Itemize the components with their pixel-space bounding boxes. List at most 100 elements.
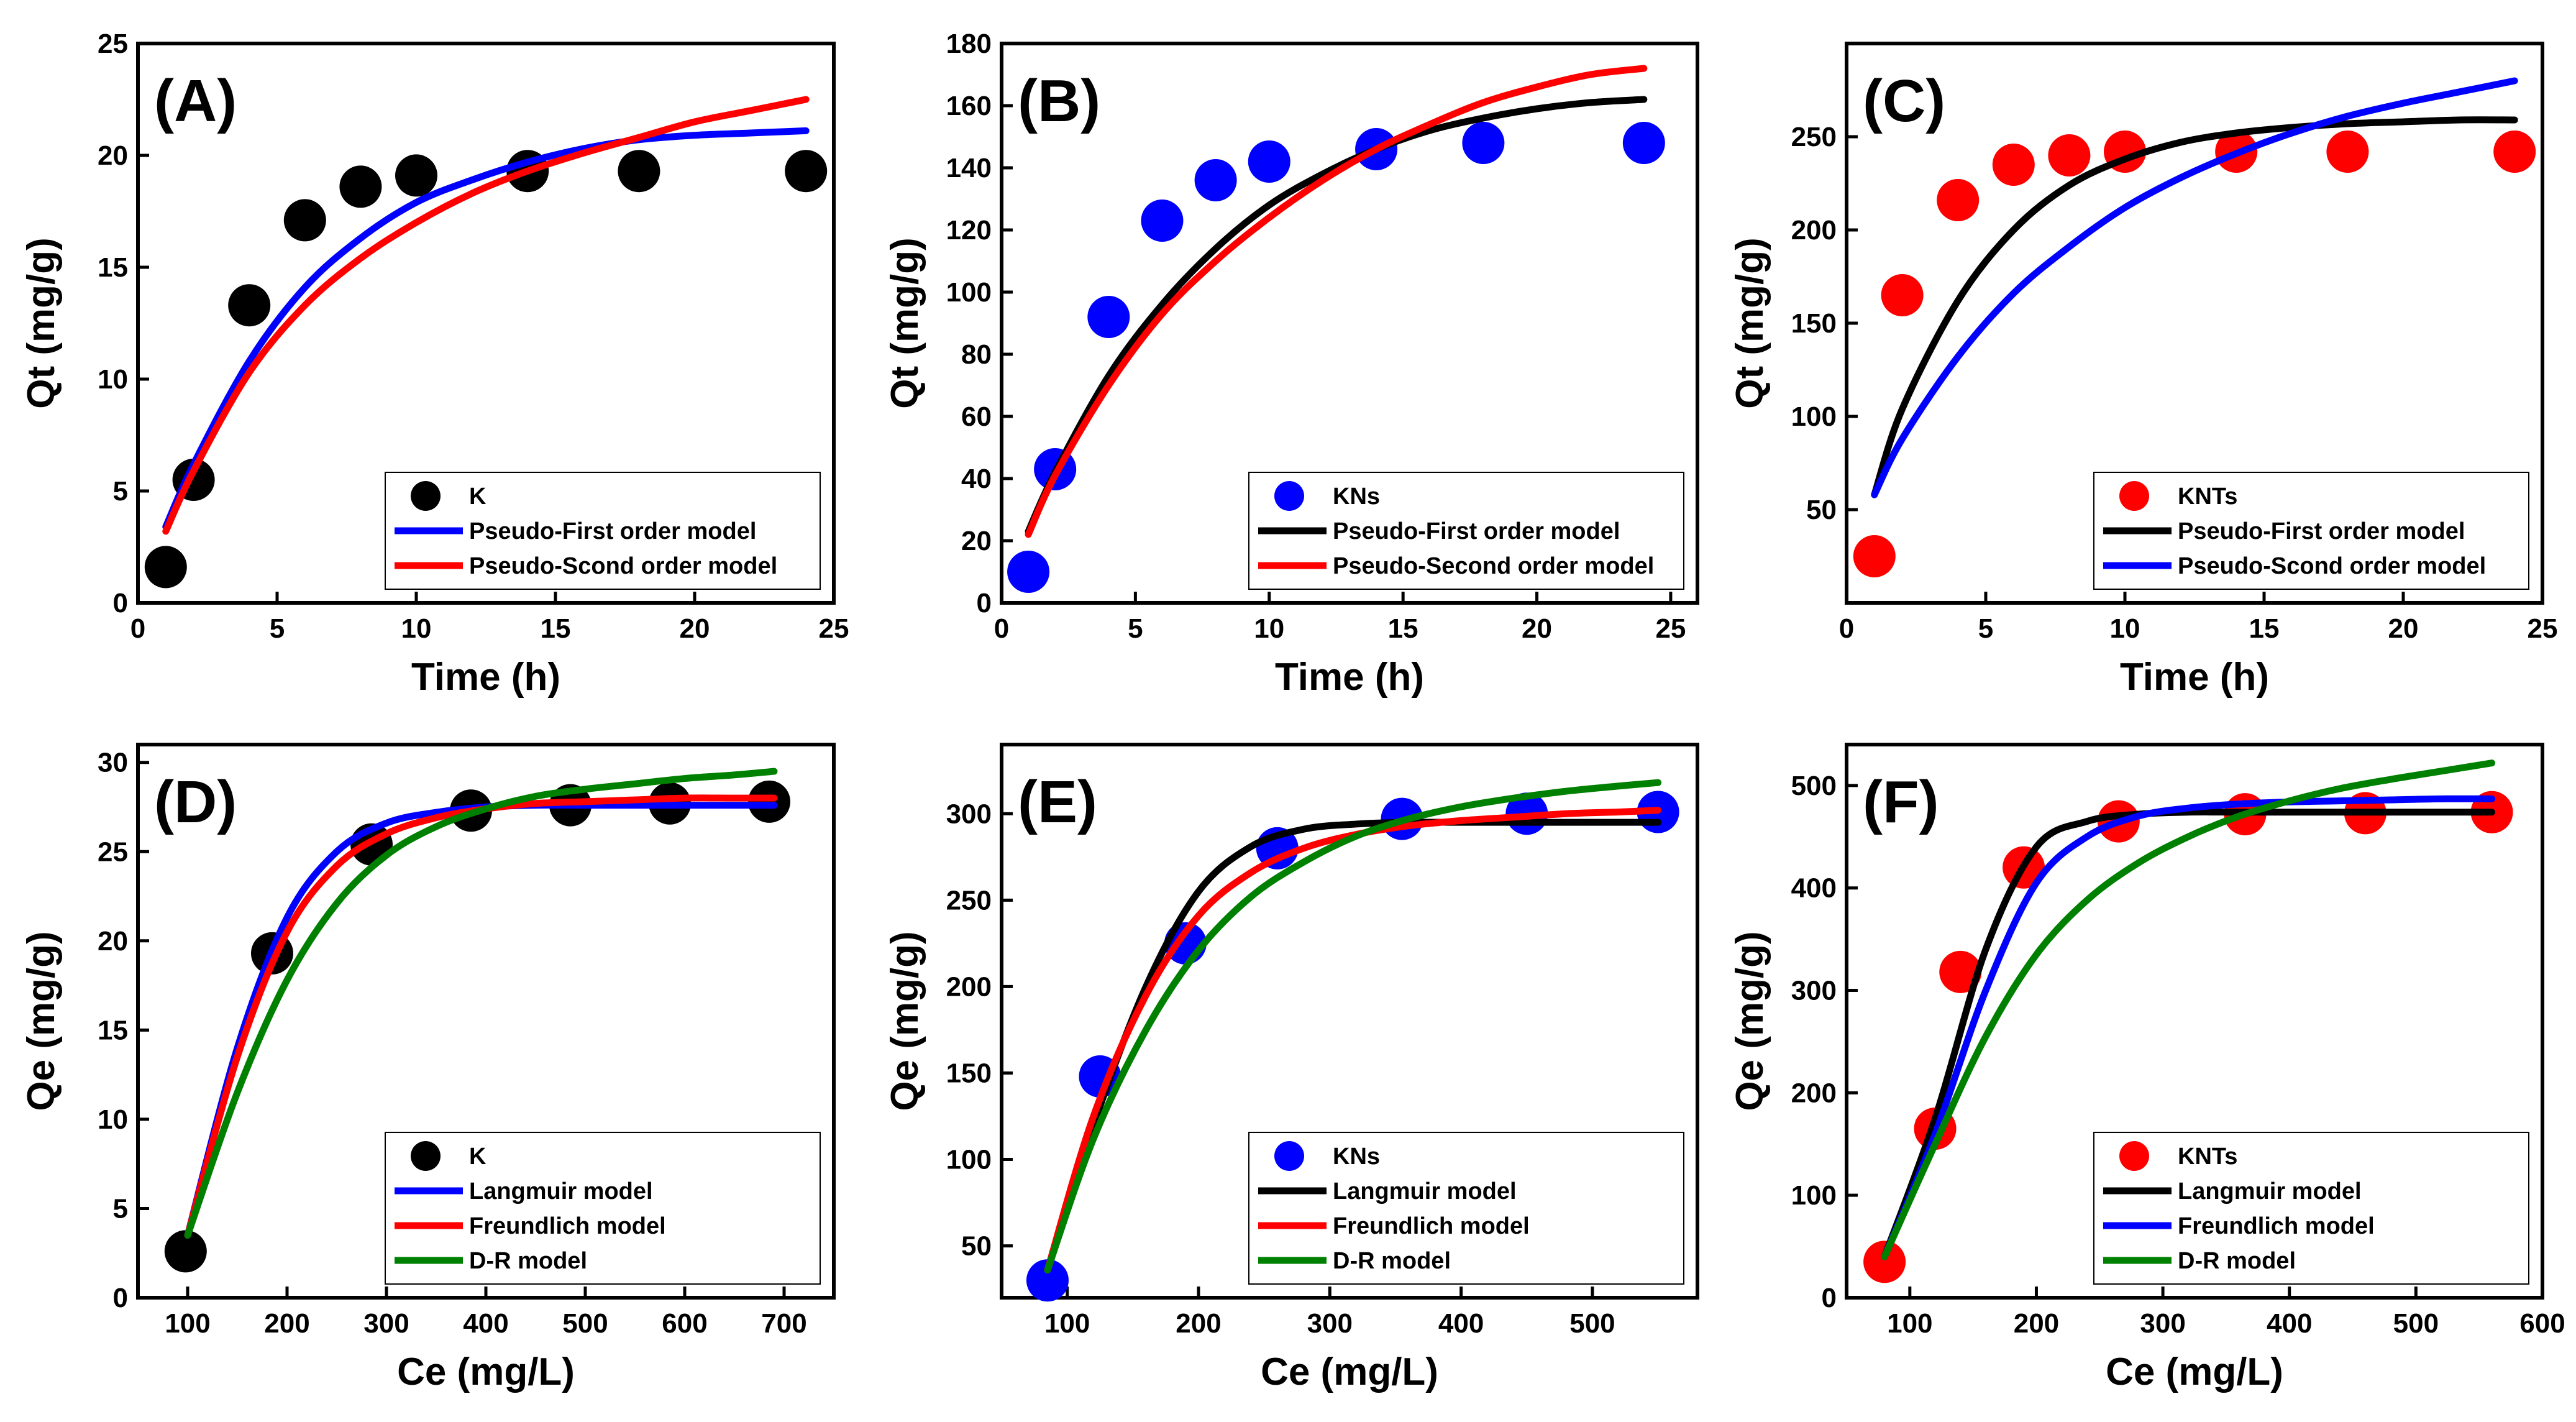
fit-curve-1 (1025, 96, 1648, 535)
chart-panel-1: 0 5 10 15 20 25 0 20 40 60 80 100 120 140 160 180 Time (… (884, 29, 1699, 699)
x-tick-label: 20 (1522, 613, 1552, 644)
data-point (1992, 144, 2035, 186)
x-tick-label: 15 (541, 613, 571, 644)
panel-label: (F) (1863, 769, 1939, 835)
x-tick-label: 25 (819, 613, 849, 644)
y-tick-label: 50 (961, 1231, 992, 1262)
y-tick-label: 200 (946, 971, 992, 1002)
x-tick-label: 20 (2388, 613, 2419, 644)
panel-label: (D) (154, 769, 237, 835)
y-tick-label: 10 (98, 364, 128, 395)
x-axis-title: Ce (mg/L) (397, 1351, 575, 1393)
chart-panel-4: 100 200 300 400 500 50 100 150 200 250 300 Ce (mg/L… (884, 743, 1699, 1393)
legend-label: KNTs (2178, 484, 2237, 510)
x-tick-label: 10 (401, 613, 432, 644)
data-point (339, 165, 382, 208)
x-tick-label: 15 (1388, 613, 1418, 644)
y-tick-label: 25 (98, 29, 128, 59)
legend-label: Langmuir model (469, 1178, 653, 1204)
x-tick-label: 500 (1569, 1308, 1615, 1339)
y-tick-label: 180 (946, 29, 992, 59)
fit-curve-2 (1044, 807, 1662, 1273)
legend-label: D-R model (469, 1248, 587, 1274)
x-tick-label: 15 (2249, 613, 2280, 644)
y-tick-label: 15 (98, 1015, 128, 1045)
y-tick-label: 400 (1791, 873, 1837, 904)
legend-marker (411, 1141, 441, 1171)
data-point (164, 1230, 207, 1273)
fit-curve-2 (162, 96, 810, 535)
x-tick-label: 200 (1176, 1308, 1221, 1339)
data-point (618, 150, 660, 193)
y-tick-label: 20 (98, 926, 128, 956)
x-tick-label: 10 (1254, 613, 1284, 644)
y-tick-label: 15 (98, 252, 128, 283)
x-tick-label: 500 (562, 1308, 608, 1339)
legend-marker (2119, 1141, 2149, 1171)
legend-label: Pseudo-First order model (2178, 518, 2465, 544)
y-tick-label: 200 (1791, 1078, 1837, 1108)
fit-curve-1 (184, 801, 778, 1239)
plot-frame (1000, 42, 1699, 605)
data-point (1007, 551, 1050, 593)
y-tick-label: 0 (113, 588, 128, 618)
plot-frame (1000, 743, 1699, 1300)
x-tick-label: 10 (2110, 613, 2140, 644)
legend-marker (411, 481, 441, 511)
x-tick-label: 25 (2528, 613, 2558, 644)
data-point (1881, 274, 1924, 316)
legend-label: Freundlich model (2178, 1213, 2375, 1239)
x-tick-label: 5 (1128, 613, 1143, 644)
legend-label: Freundlich model (1333, 1213, 1530, 1239)
legend-label: KNs (1333, 1144, 1380, 1170)
chart-panel-2: 0 5 10 15 20 25 50 100 150 200 250 Time (h) Qt (mg/g… (1729, 42, 2558, 699)
legend-label: D-R model (1333, 1248, 1451, 1274)
x-tick-label: 600 (2519, 1308, 2565, 1339)
x-tick-label: 200 (264, 1308, 309, 1339)
data-point (283, 199, 326, 242)
y-tick-label: 5 (113, 476, 128, 507)
data-point (785, 150, 828, 193)
legend-label: Langmuir model (2178, 1178, 2362, 1204)
legend-label: Pseudo-Second order model (1333, 553, 1654, 579)
legend-label: K (469, 1144, 486, 1170)
data-point (2493, 131, 2536, 173)
y-tick-label: 100 (946, 277, 992, 308)
y-axis-title: Qt (mg/g) (20, 237, 63, 409)
data-point (748, 780, 790, 823)
y-tick-label: 0 (977, 588, 992, 618)
y-tick-label: 250 (1791, 122, 1837, 152)
y-tick-label: 0 (113, 1283, 128, 1313)
legend-marker (1274, 1141, 1304, 1171)
panel-label: (C) (1863, 68, 1945, 134)
x-axis-title: Time (h) (1275, 656, 1424, 699)
legend-label: Pseudo-Scond order model (469, 553, 777, 579)
y-axis-title: Qe (mg/g) (1729, 931, 1771, 1111)
plot-frame (136, 42, 836, 605)
x-tick-label: 300 (1307, 1308, 1353, 1339)
y-axis-title: Qe (mg/g) (884, 931, 926, 1111)
data-point (1462, 122, 1505, 164)
panel-label: (A) (154, 68, 237, 134)
legend-label: K (469, 484, 486, 510)
legend-label: Pseudo-First order model (469, 518, 756, 544)
y-axis-title: Qt (mg/g) (1729, 237, 1771, 409)
legend-label: D-R model (2178, 1248, 2296, 1274)
y-tick-label: 200 (1791, 215, 1837, 245)
legend-box (385, 472, 821, 590)
chart-panel-5: 100 200 300 400 500 600 0 100 200 300 400 500 Ce (mg… (1729, 743, 2565, 1393)
data-point (1248, 140, 1290, 183)
legend-label: Langmuir model (1333, 1178, 1517, 1204)
y-tick-label: 10 (98, 1104, 128, 1135)
data-point (1937, 179, 1980, 221)
data-point (1141, 200, 1184, 242)
data-point (1087, 296, 1130, 338)
data-point (1863, 1241, 1906, 1283)
x-tick-label: 25 (1655, 613, 1686, 644)
fit-curve-2 (1025, 65, 1648, 538)
data-point (1853, 535, 1896, 577)
y-tick-label: 120 (946, 215, 992, 245)
fit-curve-1 (1871, 116, 2518, 498)
fit-curve-2 (1871, 77, 2518, 498)
x-tick-label: 0 (994, 613, 1009, 644)
